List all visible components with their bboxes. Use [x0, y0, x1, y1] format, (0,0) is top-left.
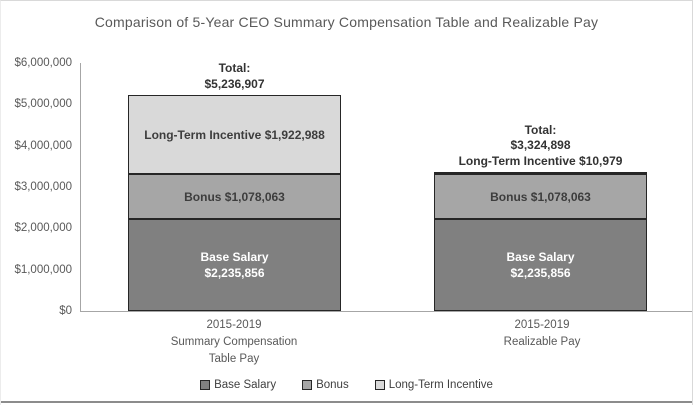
- legend-swatch-icon: [374, 380, 385, 390]
- y-axis: $6,000,000 $5,000,000 $4,000,000 $3,000,…: [1, 56, 72, 318]
- chart-legend: Base Salary Bonus Long-Term Incentive: [1, 379, 692, 391]
- y-axis-tick-label: $3,000,000: [14, 180, 72, 193]
- total-caption: Total:: [218, 61, 251, 75]
- bar-total-label: Total: $3,324,898 Long-Term Incentive $1…: [404, 123, 677, 173]
- segment-label: Base Salary $2,235,856: [506, 250, 575, 280]
- segment-label: Bonus $1,078,063: [490, 189, 591, 204]
- y-axis-tick-label: $5,000,000: [14, 98, 72, 111]
- bar-segment-base-salary: Base Salary $2,235,856: [128, 219, 341, 311]
- bar-segment-base-salary: Base Salary $2,235,856: [434, 219, 647, 311]
- bar-summary-compensation-table-pay: Total: $5,236,907 Long-Term Incentive $1…: [128, 61, 341, 311]
- y-axis-tick-label: $2,000,000: [14, 222, 72, 235]
- x-axis-category-label: 2015-2019 Summary Compensation Table Pay: [170, 319, 298, 365]
- chart-title: Comparison of 5-Year CEO Summary Compens…: [94, 14, 599, 30]
- legend-swatch-icon: [200, 380, 211, 390]
- bar-segment-bonus: Bonus $1,078,063: [434, 174, 647, 219]
- bar-realizable-pay: Total: $3,324,898 Long-Term Incentive $1…: [434, 123, 647, 311]
- lti-value: Long-Term Incentive $10,979: [458, 153, 623, 168]
- x-axis-category-label: 2015-2019 Realizable Pay: [503, 319, 581, 348]
- bar-total-label: Total: $5,236,907: [98, 61, 371, 95]
- y-axis-tick-label: $6,000,000: [14, 57, 72, 69]
- bar-segment-long-term-incentive: [434, 172, 647, 174]
- total-value: $5,236,907: [204, 76, 265, 91]
- legend-item-long-term-incentive: Long-Term Incentive: [374, 379, 493, 391]
- total-value: $3,324,898: [510, 138, 571, 152]
- bar-segment-bonus: Bonus $1,078,063: [128, 174, 341, 219]
- y-axis-tick-label: $4,000,000: [14, 139, 72, 152]
- plot-area: Total: $5,236,907 Long-Term Incentive $1…: [80, 61, 692, 312]
- legend-item-base-salary: Base Salary: [200, 379, 276, 391]
- total-caption: Total:: [524, 122, 557, 137]
- bar-segment-long-term-incentive: Long-Term Incentive $1,922,988: [128, 95, 341, 174]
- segment-label: Base Salary $2,235,856: [200, 250, 269, 280]
- segment-label: Long-Term Incentive $1,922,988: [144, 127, 325, 142]
- legend-item-bonus: Bonus: [302, 379, 349, 391]
- y-axis-tick-label: $0: [59, 304, 72, 317]
- y-axis-tick-label: $1,000,000: [14, 263, 72, 276]
- segment-label: Bonus $1,078,063: [184, 189, 285, 204]
- legend-swatch-icon: [302, 380, 313, 390]
- window-bottom-border: [1, 401, 692, 403]
